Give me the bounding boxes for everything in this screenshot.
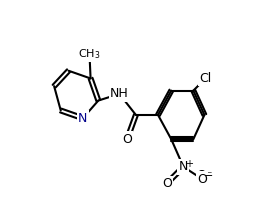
Text: O: O (122, 133, 132, 146)
Text: O: O (197, 173, 207, 185)
Text: O: O (122, 133, 132, 146)
Text: +: + (185, 159, 193, 169)
Text: Cl: Cl (199, 72, 212, 85)
Text: CH$_3$: CH$_3$ (78, 47, 101, 61)
Text: CH₃: CH₃ (79, 49, 100, 59)
Text: N: N (179, 162, 188, 172)
Text: N: N (78, 112, 87, 125)
Text: N: N (78, 112, 87, 125)
Text: NH: NH (110, 88, 129, 100)
Text: NH: NH (110, 88, 129, 100)
Text: O: O (162, 177, 172, 190)
Text: O⁻: O⁻ (196, 169, 213, 182)
Text: N: N (179, 160, 188, 173)
Text: N: N (178, 159, 187, 172)
Text: Cl: Cl (199, 72, 212, 85)
Text: O: O (162, 177, 172, 190)
Text: −: − (204, 171, 213, 181)
